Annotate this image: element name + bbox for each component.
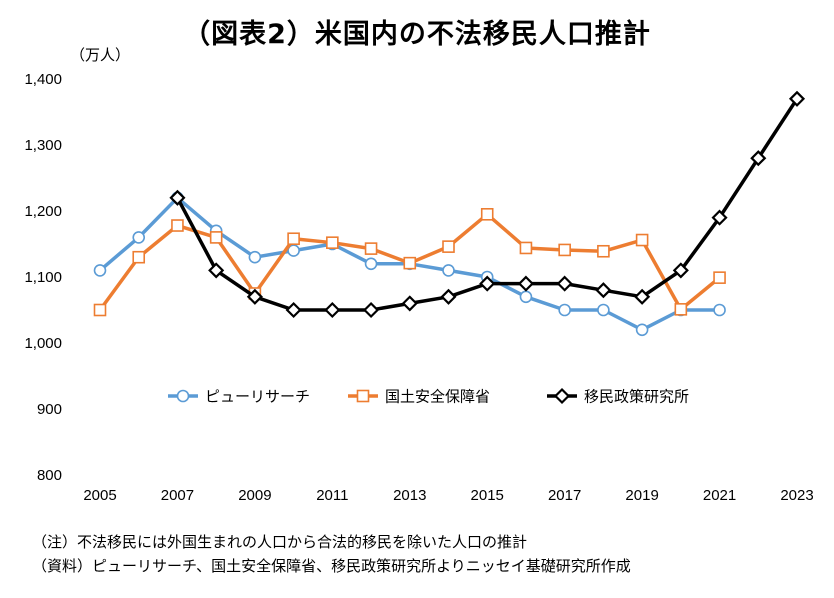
legend-swatch-marker (176, 389, 190, 403)
data-point (711, 209, 728, 226)
data-point (326, 236, 339, 249)
legend-swatch-marker (553, 387, 571, 405)
legend-label: 移民政策研究所 (584, 388, 689, 406)
series-1 (93, 208, 726, 317)
data-point (517, 275, 535, 292)
data-point (364, 257, 378, 271)
data-point (519, 241, 533, 255)
x-tick-label: 2013 (393, 487, 426, 504)
data-point (132, 250, 146, 264)
data-point (440, 288, 457, 305)
y-tick-label: 1,400 (24, 71, 62, 88)
data-point (750, 150, 767, 167)
data-point (209, 231, 223, 244)
data-point (519, 290, 533, 304)
data-point (597, 303, 610, 317)
footnote-note: （注）不法移民には外国生まれの人口から合法的移民を除いた人口の推計 (32, 533, 528, 551)
data-point (713, 303, 726, 317)
data-point (597, 244, 610, 258)
data-point (713, 271, 726, 284)
data-point (362, 301, 380, 319)
x-tick-label: 2021 (703, 487, 736, 504)
data-point (287, 244, 300, 257)
data-point (558, 303, 571, 317)
y-tick-label: 1,300 (24, 137, 62, 154)
data-point (171, 219, 184, 232)
legend-item: 移民政策研究所 (547, 388, 689, 406)
footnote-source: （資料）ピューリサーチ、国土安全保障省、移民政策研究所よりニッセイ基礎研究所作成 (32, 557, 631, 575)
data-point (208, 262, 225, 279)
data-point (285, 301, 302, 319)
x-tick-label: 2015 (471, 487, 504, 504)
legend-item: ピューリサーチ (168, 388, 310, 406)
line-chart: 800 900 1,000 1,100 1,200 1,300 1,400 2005 2007… (24, 71, 813, 504)
data-point (324, 301, 341, 319)
data-point (634, 288, 651, 305)
x-tick-label: 2023 (780, 487, 813, 504)
y-tick-label: 1,100 (24, 269, 62, 286)
x-tick-label: 2011 (316, 487, 348, 504)
series-2 (169, 90, 806, 319)
data-point (558, 243, 571, 257)
legend-swatch-marker (356, 389, 370, 403)
data-point (248, 250, 262, 264)
data-point (442, 264, 455, 277)
y-tick-label: 800 (37, 467, 62, 484)
x-tick-label: 2009 (238, 487, 271, 504)
data-point (364, 242, 378, 255)
data-point (635, 323, 649, 337)
y-axis-unit-label: （万人） (70, 46, 131, 64)
series-layer (93, 90, 806, 337)
y-axis-ticks: 800 900 1,000 1,100 1,200 1,300 1,400 (24, 71, 62, 484)
legend: ピューリサーチ 国土安全保障省 移民政策研究所 (168, 388, 689, 406)
data-point (403, 256, 417, 270)
y-tick-label: 1,200 (24, 203, 62, 220)
data-point (595, 282, 612, 299)
data-point (635, 233, 649, 247)
y-tick-label: 1,000 (24, 335, 62, 352)
data-point (480, 208, 494, 221)
y-tick-label: 900 (37, 401, 62, 418)
data-point (442, 240, 455, 253)
data-point (479, 275, 496, 292)
data-point (169, 189, 186, 206)
chart-title: （図表2）米国内の不法移民人口推計 (183, 19, 651, 50)
legend-label: ピューリサーチ (205, 388, 310, 406)
data-point (287, 232, 300, 246)
data-point (788, 90, 806, 107)
data-point (246, 288, 263, 305)
data-point (93, 264, 107, 277)
legend-label: 国土安全保障省 (385, 388, 490, 406)
data-point (672, 262, 689, 279)
data-point (674, 303, 688, 316)
data-point (401, 295, 418, 312)
x-tick-label: 2017 (548, 487, 581, 504)
data-point (556, 275, 573, 292)
data-point (93, 303, 107, 317)
x-tick-label: 2019 (625, 487, 658, 504)
x-tick-label: 2005 (83, 487, 116, 504)
legend-item: 国土安全保障省 (348, 388, 490, 406)
x-axis-ticks: 2005 2007 2009 2011 2013 2015 2017 2019 2021 2023 (83, 487, 813, 504)
x-tick-label: 2007 (161, 487, 194, 504)
data-point (132, 231, 146, 244)
